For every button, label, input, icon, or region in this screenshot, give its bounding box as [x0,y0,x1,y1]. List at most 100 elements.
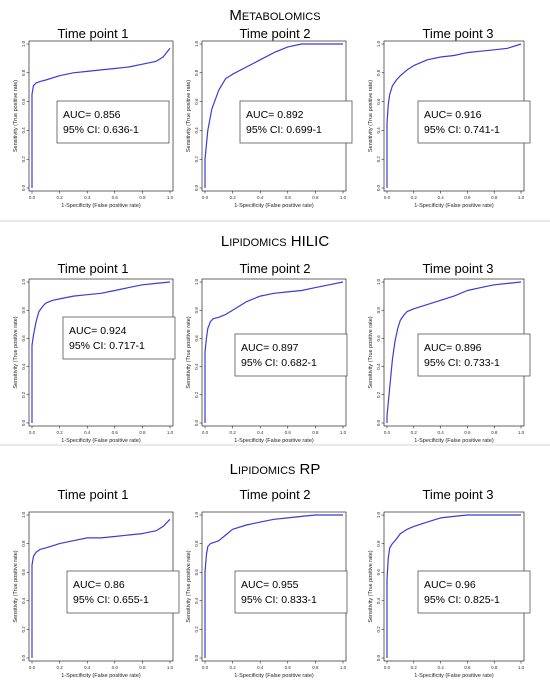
y-tick-label: 1.0 [21,511,26,518]
y-tick-label: 0.0 [194,184,199,191]
y-tick-label: 0.4 [194,127,199,134]
x-tick-label: 0.6 [464,430,471,435]
x-tick-label: 0.4 [257,430,264,435]
x-tick-label: 0.4 [437,430,444,435]
auc-box [234,333,348,377]
x-tick-label: 1.0 [518,665,525,670]
x-tick-label: 0.2 [56,665,63,670]
roc-panel: Time point 3 0.0 0.2 0.4 0.6 0.8 1.0 0.0 0.2 0.4 0… [368,487,531,679]
auc-box [417,333,531,377]
x-tick-label: 0.2 [229,430,236,435]
x-tick-label: 0.6 [464,665,471,670]
y-tick-label: 0.0 [194,419,199,426]
y-tick-label: 1.0 [194,40,199,47]
y-tick-label: 0.0 [376,184,381,191]
y-tick-label: 0.0 [376,419,381,426]
y-axis-label: Sensitivity (True positive rate) [13,550,19,622]
y-tick-label: 0.2 [21,626,26,633]
auc-box [417,100,531,144]
x-tick-label: 0.0 [384,430,391,435]
y-tick-label: 0.6 [194,98,199,105]
y-tick-label: 0.2 [194,626,199,633]
y-tick-label: 0.4 [194,363,199,370]
x-tick-label: 0.6 [112,430,119,435]
x-tick-label: 0.8 [491,430,498,435]
y-tick-label: 0.2 [376,156,381,163]
x-tick-label: 0.2 [411,195,418,200]
auc-value: AUC= 0.892 [246,109,304,121]
y-tick-label: 0.6 [194,569,199,576]
y-axis-label: Sensitivity (True positive rate) [368,550,374,622]
x-tick-label: 0.8 [491,195,498,200]
x-tick-label: 0.0 [29,430,36,435]
roc-panel: Time point 2 0.0 0.2 0.4 0.6 0.8 1.0 0.0 0.2 0.4 0… [186,487,348,679]
x-tick-label: 0.2 [229,665,236,670]
auc-value: AUC= 0.897 [241,342,299,354]
x-tick-label: 1.0 [340,430,347,435]
auc-value: AUC= 0.96 [424,579,476,591]
y-tick-label: 0.0 [194,654,199,661]
y-tick-label: 0.8 [21,307,26,314]
roc-curve [204,43,343,188]
x-tick-label: 1.0 [518,430,525,435]
x-tick-label: 0.6 [112,665,119,670]
roc-panel: Time point 1 0.0 0.2 0.4 0.6 0.8 1.0 0.0 0.2 0.4 0… [13,487,180,679]
x-tick-label: 0.4 [257,195,264,200]
x-tick-label: 0.0 [202,665,209,670]
roc-panel: Time point 2 0.0 0.2 0.4 0.6 0.8 1.0 0.0 0.2 0.4 0… [186,26,353,209]
x-tick-label: 0.0 [202,195,209,200]
y-tick-label: 0.6 [21,335,26,342]
x-axis-label: 1-Specificity (False positive rate) [61,203,141,209]
x-axis-label: 1-Specificity (False positive rate) [234,203,314,209]
roc-curve [31,281,171,423]
y-tick-label: 0.2 [194,156,199,163]
y-tick-label: 0.0 [21,419,26,426]
panel-title: Time point 2 [239,26,310,41]
ci-value: 95% CI: 0.636-1 [63,124,139,136]
auc-value: AUC= 0.924 [69,325,127,337]
y-tick-label: 1.0 [21,278,26,285]
y-tick-label: 0.4 [194,597,199,604]
roc-curve [204,281,344,423]
y-tick-label: 0.4 [21,597,26,604]
y-tick-label: 0.0 [21,184,26,191]
auc-box [234,570,348,614]
x-tick-label: 0.6 [285,430,292,435]
ci-value: 95% CI: 0.655-1 [73,594,149,606]
x-tick-label: 0.4 [84,430,91,435]
ci-value: 95% CI: 0.717-1 [69,340,145,352]
x-tick-label: 0.2 [411,665,418,670]
x-tick-label: 0.0 [202,430,209,435]
auc-value: AUC= 0.86 [73,579,125,591]
y-tick-label: 1.0 [194,278,199,285]
x-tick-label: 0.8 [491,665,498,670]
y-tick-label: 1.0 [376,40,381,47]
y-tick-label: 0.8 [21,69,26,76]
y-tick-label: 0.4 [376,127,381,134]
x-tick-label: 0.4 [437,665,444,670]
auc-box [417,570,531,614]
x-tick-label: 1.0 [167,195,174,200]
x-tick-label: 0.4 [84,195,91,200]
auc-box [56,100,170,144]
auc-value: AUC= 0.916 [424,109,482,121]
roc-panel: Time point 2 0.0 0.2 0.4 0.6 0.8 1.0 0.0 0.2 0.4 0… [186,261,348,444]
y-tick-label: 1.0 [194,511,199,518]
y-tick-label: 0.2 [21,156,26,163]
x-tick-label: 0.8 [312,430,319,435]
x-axis-label: 1-Specificity (False positive rate) [414,203,494,209]
x-tick-label: 0.8 [312,665,319,670]
y-axis-label: Sensitivity (True positive rate) [13,316,19,388]
y-tick-label: 0.4 [376,363,381,370]
y-tick-label: 0.8 [194,69,199,76]
panel-title: Time point 1 [57,261,128,276]
section-title-metabolomics: METABOLOMICS [229,7,320,24]
y-tick-label: 0.8 [376,69,381,76]
y-axis-label: Sensitivity (True positive rate) [186,316,192,388]
panel-title: Time point 3 [422,487,493,502]
y-tick-label: 1.0 [376,278,381,285]
x-tick-label: 0.2 [56,195,63,200]
roc-panel: Time point 3 0.0 0.2 0.4 0.6 0.8 1.0 0.0 0.2 0.4 0… [368,261,531,444]
panel-title: Time point 3 [422,26,493,41]
